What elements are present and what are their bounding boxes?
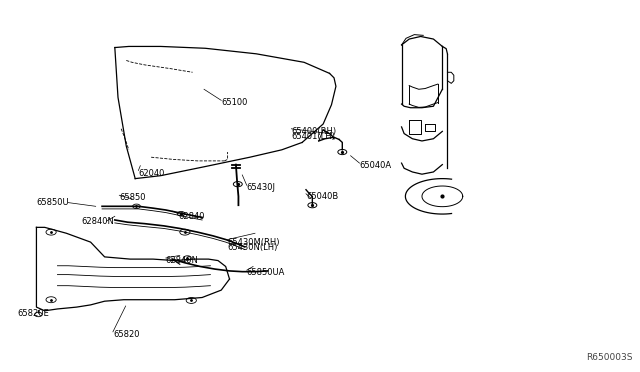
Text: R650003S: R650003S xyxy=(586,353,632,362)
Text: 65850U: 65850U xyxy=(36,198,69,207)
Text: 62840: 62840 xyxy=(179,212,205,221)
Text: 65820E: 65820E xyxy=(17,309,49,318)
Text: 65430N(LH): 65430N(LH) xyxy=(228,243,278,252)
Text: 65040A: 65040A xyxy=(360,161,392,170)
Text: 65820: 65820 xyxy=(113,330,140,339)
Text: 65850: 65850 xyxy=(119,193,146,202)
Text: 65850UA: 65850UA xyxy=(246,268,285,277)
Text: 62040: 62040 xyxy=(138,169,164,177)
Text: 65401(LH): 65401(LH) xyxy=(291,132,335,141)
Text: 65430J: 65430J xyxy=(246,183,276,192)
Text: 65400(RH): 65400(RH) xyxy=(291,127,337,136)
Text: 65430M(RH): 65430M(RH) xyxy=(228,238,280,247)
Text: 65040B: 65040B xyxy=(306,192,338,201)
Text: 62840N: 62840N xyxy=(166,256,198,265)
Text: 65100: 65100 xyxy=(221,99,248,108)
Text: 62840N: 62840N xyxy=(81,217,114,225)
